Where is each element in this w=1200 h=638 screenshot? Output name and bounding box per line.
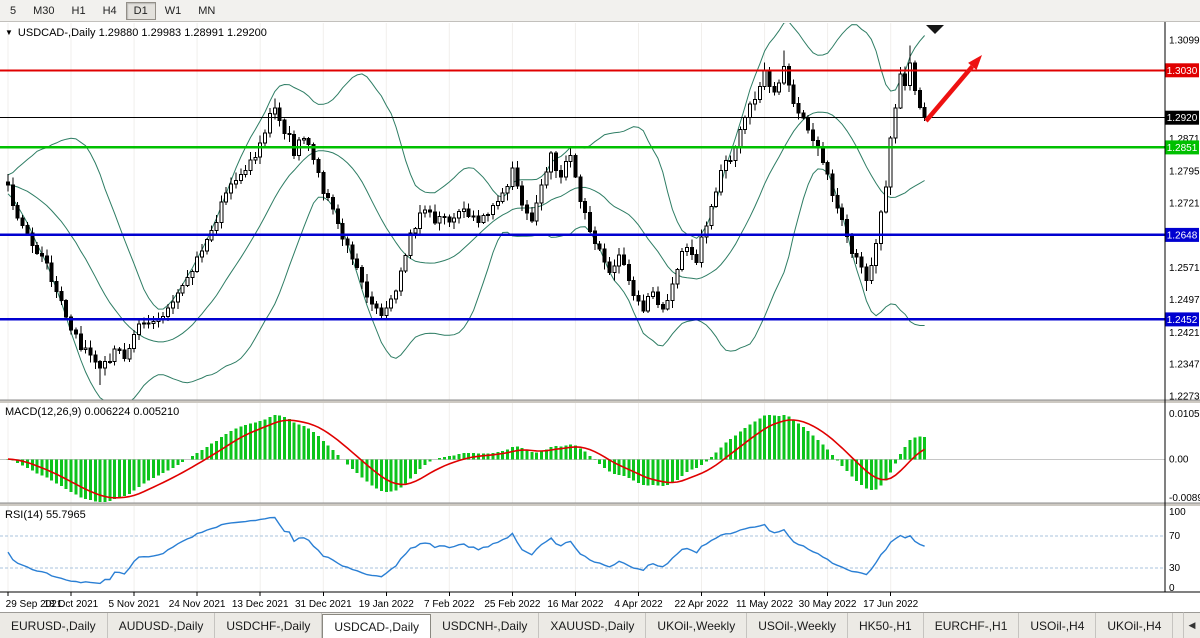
tab-eurusd-daily[interactable]: EURUSD-,Daily	[0, 613, 108, 638]
tab-eurchf-h1[interactable]: EURCHF-,H1	[924, 613, 1020, 638]
svg-text:18 Oct 2021: 18 Oct 2021	[44, 599, 99, 610]
svg-text:1.2273: 1.2273	[1169, 392, 1200, 403]
svg-text:0.00: 0.00	[1169, 455, 1189, 466]
tab-hk50-h1[interactable]: HK50-,H1	[848, 613, 924, 638]
timeframe-toolbar: 5 M30 H1 H4 D1 W1 MN	[0, 0, 1200, 22]
panel-separators[interactable]	[0, 399, 1200, 506]
tab-audusd-daily[interactable]: AUDUSD-,Daily	[108, 613, 216, 638]
tab-scroll-left-icon[interactable]: ◀	[1183, 612, 1200, 638]
bollinger-bands	[7, 23, 925, 400]
tab-usdchf-daily[interactable]: USDCHF-,Daily	[215, 613, 323, 638]
tab-usoil-h4[interactable]: USOil-,H4	[1019, 613, 1097, 638]
svg-text:13 Dec 2021: 13 Dec 2021	[232, 599, 289, 610]
svg-text:-0.0089: -0.0089	[1169, 493, 1200, 504]
tab-usdcnh-daily[interactable]: USDCNH-,Daily	[431, 613, 540, 638]
timeframe-button-w1[interactable]: W1	[164, 4, 182, 17]
timeframe-button-mn[interactable]: MN	[198, 4, 216, 17]
macd-signal-line	[7, 419, 926, 499]
tab-xauusd-daily[interactable]: XAUUSD-,Daily	[539, 613, 647, 638]
timeframe-button-m30[interactable]: M30	[33, 4, 55, 17]
svg-text:19 Jan 2022: 19 Jan 2022	[359, 599, 414, 610]
tab-usoil-weekly[interactable]: USOil-,Weekly	[747, 613, 849, 638]
svg-text:1.3099: 1.3099	[1169, 36, 1200, 47]
rsi-line	[7, 516, 925, 585]
svg-text:0: 0	[1169, 583, 1175, 594]
svg-text:24 Nov 2021: 24 Nov 2021	[169, 599, 226, 610]
collapse-icon[interactable]: ▼	[5, 28, 13, 37]
timeframe-button-h4[interactable]: H4	[102, 4, 117, 17]
chart-header-text: USDCAD-,Daily 1.29880 1.29983 1.28991 1.…	[17, 27, 267, 39]
svg-text:1.2851: 1.2851	[1167, 143, 1198, 154]
svg-text:29 Sep 2021: 29 Sep 2021	[6, 599, 63, 610]
svg-text:1.2347: 1.2347	[1169, 360, 1200, 371]
svg-text:100: 100	[1169, 507, 1186, 518]
timeframe-button-h1[interactable]: H1	[71, 4, 86, 17]
svg-text:70: 70	[1169, 531, 1181, 542]
svg-text:1.2721: 1.2721	[1169, 199, 1200, 210]
rsi-header-text: RSI(14) 55.7965	[5, 509, 86, 521]
svg-text:1.2497: 1.2497	[1169, 295, 1200, 306]
svg-text:11 May 2022: 11 May 2022	[736, 599, 794, 610]
tab-usdcad-daily[interactable]: USDCAD-,Daily	[322, 614, 432, 638]
svg-text:4 Apr 2022: 4 Apr 2022	[614, 599, 663, 610]
svg-text:22 Apr 2022: 22 Apr 2022	[675, 599, 729, 610]
price-axis-labels: 1.3099 1.2871 1.2795 1.2721 1.2571 1.2497 1.24…	[1169, 36, 1200, 403]
svg-text:1.3030: 1.3030	[1167, 66, 1198, 77]
rsi-level-lines	[0, 535, 1165, 569]
svg-text:31 Dec 2021: 31 Dec 2021	[295, 599, 352, 610]
chart-shift-marker[interactable]	[926, 25, 944, 34]
svg-text:25 Feb 2022: 25 Feb 2022	[484, 599, 541, 610]
rsi-header: RSI(14) 55.7965	[5, 509, 86, 521]
chart-tabs-bar: EURUSD-,Daily AUDUSD-,Daily USDCHF-,Daily U…	[0, 612, 1200, 638]
svg-text:1.2571: 1.2571	[1169, 263, 1200, 274]
svg-text:0.0105: 0.0105	[1169, 409, 1200, 420]
price-badges: 1.3030 1.2920 1.2851 1.2648 1.2452	[1165, 63, 1199, 327]
svg-text:1.2920: 1.2920	[1167, 113, 1198, 124]
svg-text:1.2452: 1.2452	[1167, 315, 1198, 326]
tab-ukoil-h4[interactable]: UKOil-,H4	[1096, 613, 1174, 638]
svg-text:7 Feb 2022: 7 Feb 2022	[424, 599, 475, 610]
timeframe-button-d1[interactable]: D1	[125, 1, 156, 20]
svg-text:1.2795: 1.2795	[1169, 167, 1200, 178]
svg-text:1.2421: 1.2421	[1169, 328, 1200, 339]
timeframe-button-5[interactable]: 5	[10, 4, 17, 17]
svg-text:16 Mar 2022: 16 Mar 2022	[547, 599, 604, 610]
chart-header: ▼ USDCAD-,Daily 1.29880 1.29983 1.28991 …	[5, 27, 267, 39]
svg-text:30: 30	[1169, 563, 1181, 574]
svg-text:30 May 2022: 30 May 2022	[799, 599, 857, 610]
trend-arrow[interactable]	[924, 55, 982, 123]
svg-text:1.2648: 1.2648	[1167, 230, 1198, 241]
rsi-axis-labels: 100 70 30 0	[1169, 507, 1186, 594]
macd-header: MACD(12,26,9) 0.006224 0.005210	[5, 406, 179, 418]
macd-header-text: MACD(12,26,9) 0.006224 0.005210	[5, 406, 180, 418]
candlestick-series	[6, 45, 927, 385]
svg-text:1.2871: 1.2871	[1169, 134, 1200, 145]
macd-axis-labels: 0.0105 0.00 -0.0089	[1169, 409, 1200, 504]
axis-borders	[0, 22, 1200, 593]
svg-text:17 Jun 2022: 17 Jun 2022	[863, 599, 918, 610]
svg-text:5 Nov 2021: 5 Nov 2021	[109, 599, 161, 610]
tab-ukoil-weekly[interactable]: UKOil-,Weekly	[646, 613, 748, 638]
